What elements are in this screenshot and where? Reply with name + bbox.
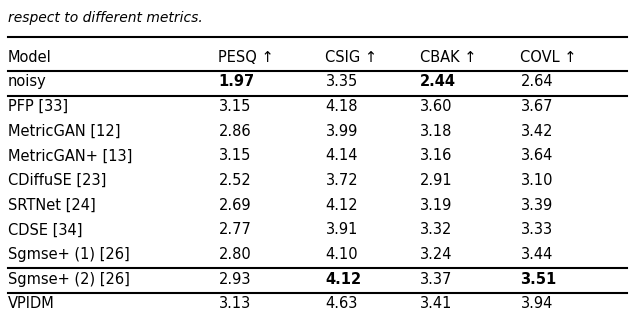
Text: 2.80: 2.80 [219,247,252,262]
Text: 3.72: 3.72 [325,173,358,188]
Text: PFP [33]: PFP [33] [8,99,68,114]
Text: MetricGAN+ [13]: MetricGAN+ [13] [8,148,132,163]
Text: 2.44: 2.44 [420,74,456,89]
Text: 3.15: 3.15 [219,99,251,114]
Text: 4.18: 4.18 [325,99,358,114]
Text: 3.60: 3.60 [420,99,453,114]
Text: respect to different metrics.: respect to different metrics. [8,11,202,26]
Text: 3.33: 3.33 [521,222,552,237]
Text: 3.44: 3.44 [521,247,553,262]
Text: 3.94: 3.94 [521,296,553,311]
Text: 4.14: 4.14 [325,148,358,163]
Text: SRTNet [24]: SRTNet [24] [8,198,95,213]
Text: MetricGAN [12]: MetricGAN [12] [8,124,120,139]
Text: 3.16: 3.16 [420,148,453,163]
Text: 3.67: 3.67 [521,99,553,114]
Text: 2.86: 2.86 [219,124,251,139]
Text: 2.77: 2.77 [219,222,252,237]
Text: 3.32: 3.32 [420,222,453,237]
Text: 4.10: 4.10 [325,247,358,262]
Text: CSIG ↑: CSIG ↑ [325,50,377,65]
Text: 3.10: 3.10 [521,173,553,188]
Text: 3.41: 3.41 [420,296,453,311]
Text: 3.51: 3.51 [521,271,557,287]
Text: 3.37: 3.37 [420,271,453,287]
Text: COVL ↑: COVL ↑ [521,50,577,65]
Text: 3.13: 3.13 [219,296,251,311]
Text: CBAK ↑: CBAK ↑ [420,50,477,65]
Text: CDiffuSE [23]: CDiffuSE [23] [8,173,106,188]
Text: 2.64: 2.64 [521,74,553,89]
Text: 3.15: 3.15 [219,148,251,163]
Text: 4.63: 4.63 [325,296,358,311]
Text: 2.93: 2.93 [219,271,251,287]
Text: VPIDM: VPIDM [8,296,54,311]
Text: CDSE [34]: CDSE [34] [8,222,82,237]
Text: 1.97: 1.97 [219,74,255,89]
Text: Sgmse+ (2) [26]: Sgmse+ (2) [26] [8,271,130,287]
Text: Sgmse+ (1) [26]: Sgmse+ (1) [26] [8,247,130,262]
Text: 3.24: 3.24 [420,247,453,262]
Text: PESQ ↑: PESQ ↑ [219,50,274,65]
Text: 2.69: 2.69 [219,198,251,213]
Text: 3.35: 3.35 [325,74,358,89]
Text: 3.64: 3.64 [521,148,553,163]
Text: 3.19: 3.19 [420,198,453,213]
Text: 4.12: 4.12 [325,271,362,287]
Text: 2.52: 2.52 [219,173,252,188]
Text: Model: Model [8,50,51,65]
Text: 4.12: 4.12 [325,198,358,213]
Text: noisy: noisy [8,74,46,89]
Text: 3.91: 3.91 [325,222,358,237]
Text: 3.99: 3.99 [325,124,358,139]
Text: 3.42: 3.42 [521,124,553,139]
Text: 2.91: 2.91 [420,173,453,188]
Text: 3.39: 3.39 [521,198,553,213]
Text: 3.18: 3.18 [420,124,453,139]
